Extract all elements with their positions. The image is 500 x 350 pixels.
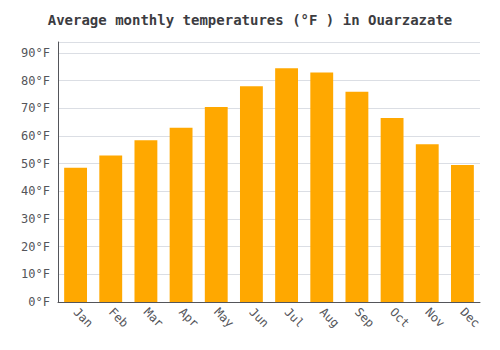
svg-text:80°F: 80°F bbox=[21, 74, 50, 88]
svg-text:Aug: Aug bbox=[317, 305, 342, 330]
svg-text:50°F: 50°F bbox=[21, 157, 50, 171]
svg-text:90°F: 90°F bbox=[21, 46, 50, 60]
svg-text:Jun: Jun bbox=[246, 305, 271, 330]
svg-text:May: May bbox=[211, 305, 236, 330]
svg-text:Jul: Jul bbox=[282, 305, 307, 330]
svg-text:Dec: Dec bbox=[457, 305, 482, 330]
svg-text:Mar: Mar bbox=[141, 305, 166, 330]
svg-text:Feb: Feb bbox=[106, 305, 131, 330]
svg-text:20°F: 20°F bbox=[21, 240, 50, 254]
svg-text:Nov: Nov bbox=[422, 305, 447, 330]
svg-text:0°F: 0°F bbox=[28, 295, 50, 309]
svg-text:40°F: 40°F bbox=[21, 184, 50, 198]
svg-text:Average monthly temperatures (: Average monthly temperatures (°F ) in Ou… bbox=[48, 12, 453, 28]
svg-text:60°F: 60°F bbox=[21, 129, 50, 143]
svg-text:Sep: Sep bbox=[352, 305, 377, 330]
svg-text:Apr: Apr bbox=[176, 305, 201, 330]
svg-text:Oct: Oct bbox=[387, 305, 412, 330]
svg-text:30°F: 30°F bbox=[21, 212, 50, 226]
svg-text:70°F: 70°F bbox=[21, 101, 50, 115]
svg-text:10°F: 10°F bbox=[21, 267, 50, 281]
svg-text:Jan: Jan bbox=[71, 305, 96, 330]
